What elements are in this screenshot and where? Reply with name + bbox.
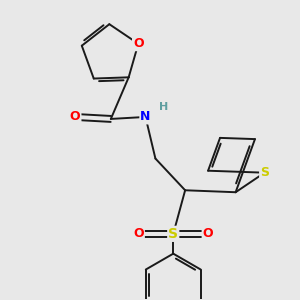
- Text: S: S: [168, 227, 178, 241]
- Text: O: O: [202, 227, 213, 240]
- Text: O: O: [70, 110, 80, 123]
- Text: O: O: [133, 37, 144, 50]
- Text: S: S: [260, 166, 269, 179]
- Text: O: O: [133, 227, 144, 240]
- Text: H: H: [159, 102, 168, 112]
- Text: N: N: [140, 110, 151, 123]
